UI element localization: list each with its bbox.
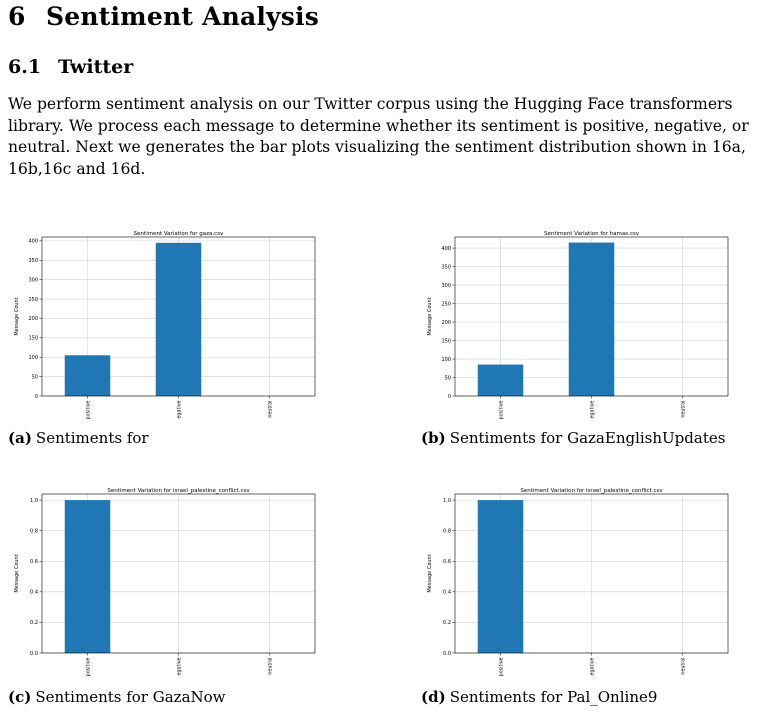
x-tick-label: egative [176, 657, 182, 675]
y-axis-label: Message Count [14, 554, 20, 592]
y-axis-label: Message Count [427, 554, 433, 592]
chart-d: Sentiment Variation for israel_palestine… [427, 488, 729, 676]
y-tick-label: 300 [28, 277, 38, 283]
y-tick-label: 0.8 [30, 528, 38, 534]
y-tick-label: 400 [441, 246, 451, 252]
subsection-title: 6.1 Twitter [8, 56, 133, 78]
y-tick-label: 0.4 [30, 590, 38, 596]
caption-a-text: Sentiments for [35, 429, 149, 447]
x-tick-label: positive [498, 400, 504, 419]
y-tick-label: 0.0 [30, 651, 38, 657]
x-tick-label: positive [498, 657, 504, 676]
y-tick-label: 150 [441, 338, 451, 344]
y-tick-label: 0 [35, 394, 38, 400]
y-tick-label: 200 [28, 316, 38, 322]
caption-d-label: (d) [421, 688, 446, 706]
y-tick-label: 0 [448, 394, 451, 400]
subsection-title-text: Twitter [58, 56, 134, 78]
x-tick-label: egative [176, 400, 182, 418]
caption-d-text: Sentiments for Pal_Online9 [449, 688, 658, 706]
y-axis-label: Message Count [14, 297, 20, 335]
y-tick-label: 350 [441, 264, 451, 270]
x-tick-label: positive [85, 657, 91, 676]
caption-b: (b) Sentiments for GazaEnglishUpdates [421, 429, 725, 447]
bar [155, 242, 202, 396]
caption-c-label: (c) [8, 688, 32, 706]
y-tick-label: 0.2 [443, 620, 451, 626]
y-tick-label: 350 [28, 258, 38, 264]
figure-b: Sentiment Variation for hamas.csv 0 50 100 1… [421, 228, 741, 428]
y-tick-label: 250 [441, 301, 451, 307]
x-tick-label: positive [85, 400, 91, 419]
caption-b-text: Sentiments for GazaEnglishUpdates [449, 429, 726, 447]
y-tick-label: 0.2 [30, 620, 38, 626]
bar [477, 364, 524, 396]
y-tick-label: 0.4 [443, 590, 451, 596]
figure-a: Sentiment Variation for gaza.csv 0 50 100 15… [8, 228, 328, 428]
section-title: 6 Sentiment Analysis [8, 2, 319, 31]
x-tick-label: neutral [680, 401, 686, 418]
section-number: 6 [8, 2, 26, 31]
y-tick-label: 1.0 [443, 498, 451, 504]
chart-title: Sentiment Variation for gaza.csv [134, 231, 224, 237]
y-tick-label: 0.8 [443, 528, 451, 534]
chart-title: Sentiment Variation for israel_palestine… [520, 488, 663, 494]
y-tick-label: 50 [445, 375, 451, 381]
x-tick-label: egative [589, 657, 595, 675]
caption-d: (d) Sentiments for Pal_Online9 [421, 688, 657, 706]
bar [64, 500, 111, 653]
y-tick-label: 100 [28, 355, 38, 361]
figure-c: Sentiment Variation for israel_palestine… [8, 485, 328, 685]
bar [477, 500, 524, 653]
x-tick-label: egative [589, 400, 595, 418]
chart-c: Sentiment Variation for israel_palestine… [14, 488, 316, 676]
x-tick-label: neutral [267, 401, 273, 418]
y-tick-label: 0.6 [30, 559, 38, 565]
chart-title: Sentiment Variation for israel_palestine… [107, 488, 250, 494]
y-tick-label: 300 [441, 283, 451, 289]
chart-b: Sentiment Variation for hamas.csv 0 50 100 1… [427, 231, 729, 419]
caption-c-text: Sentiments for GazaNow [35, 688, 226, 706]
bar [568, 242, 615, 396]
section-title-text: Sentiment Analysis [46, 2, 320, 31]
caption-a-label: (a) [8, 429, 32, 447]
caption-b-label: (b) [421, 429, 446, 447]
x-tick-label: neutral [680, 658, 686, 675]
y-tick-label: 50 [32, 374, 38, 380]
y-tick-label: 1.0 [30, 498, 38, 504]
body-paragraph: We perform sentiment analysis on our Twi… [8, 95, 749, 178]
subsection-number: 6.1 [8, 56, 42, 78]
bar [64, 355, 111, 396]
figure-d: Sentiment Variation for israel_palestine… [421, 485, 741, 685]
y-tick-label: 0.6 [443, 559, 451, 565]
x-tick-label: neutral [267, 658, 273, 675]
y-tick-label: 200 [441, 320, 451, 326]
y-tick-label: 400 [28, 239, 38, 245]
caption-a: (a) Sentiments for [8, 429, 149, 447]
y-tick-label: 250 [28, 297, 38, 303]
chart-title: Sentiment Variation for hamas.csv [544, 231, 640, 237]
y-tick-label: 0.0 [443, 651, 451, 657]
y-axis-label: Message Count [427, 297, 433, 335]
y-tick-label: 100 [441, 357, 451, 363]
y-tick-label: 150 [28, 336, 38, 342]
caption-c: (c) Sentiments for GazaNow [8, 688, 226, 706]
chart-a: Sentiment Variation for gaza.csv 0 50 100 15… [14, 231, 316, 419]
